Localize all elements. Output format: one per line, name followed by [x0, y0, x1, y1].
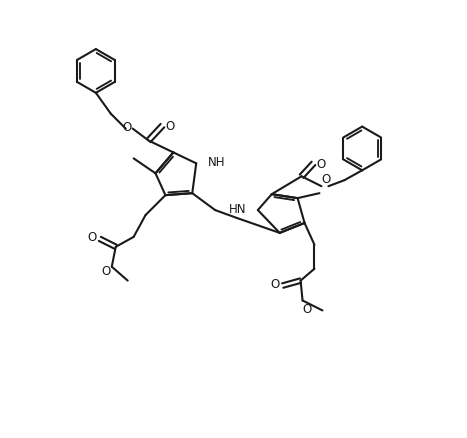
Text: NH: NH: [208, 155, 226, 169]
Text: O: O: [317, 158, 326, 170]
Text: O: O: [122, 121, 131, 134]
Text: O: O: [101, 265, 110, 278]
Text: O: O: [302, 302, 311, 315]
Text: O: O: [87, 231, 97, 244]
Text: HN: HN: [228, 202, 246, 215]
Text: O: O: [270, 277, 279, 290]
Text: O: O: [166, 120, 175, 133]
Text: O: O: [322, 173, 331, 185]
